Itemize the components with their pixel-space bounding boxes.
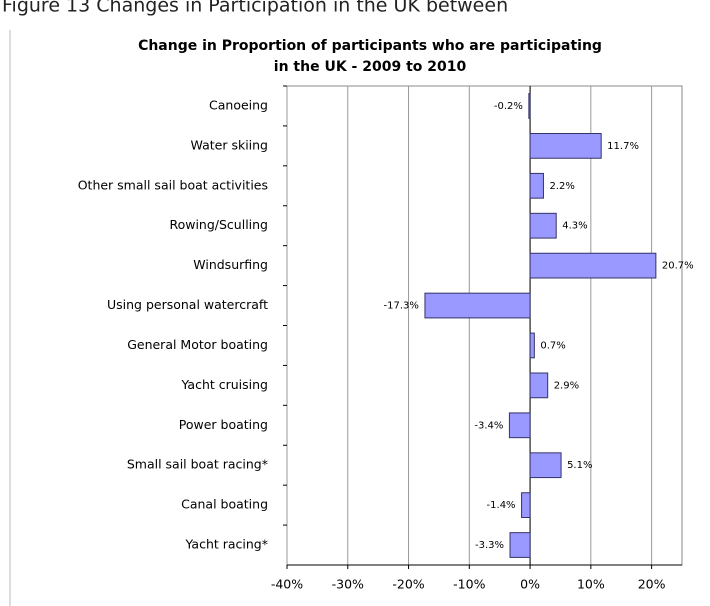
x-tick-label: 10% [577,577,605,592]
value-label: -3.3% [475,540,504,551]
value-label: 20.7% [662,261,694,272]
x-tick-label: -20% [392,577,424,592]
category-label: Windsurfing [193,257,268,272]
bar [509,532,531,558]
category-label: Other small sail boat activities [78,177,268,192]
bar [529,212,557,239]
bar [529,332,535,359]
value-label: 11.7% [607,141,639,152]
category-label: Canoeing [209,97,268,112]
category-label: Water skiing [191,137,268,152]
bar [508,412,531,439]
value-label: 0.7% [540,340,565,351]
bar [529,252,657,279]
x-tick-label: -10% [453,577,485,592]
category-label: Yacht racing* [185,537,269,552]
figure-caption: Figure 13 Changes in Participation in th… [2,0,508,17]
x-tick-label: 20% [638,577,666,592]
chart-title: in the UK - 2009 to 2010 [274,59,467,75]
category-label: Canal boating [181,497,268,512]
value-label: -3.4% [474,420,503,431]
category-label: Using personal watercraft [107,297,268,312]
value-label: -0.2% [494,101,523,112]
bar [528,93,531,119]
bar [529,372,549,399]
x-tick-label: -30% [332,577,364,592]
value-label: 4.3% [562,221,587,232]
bar [424,292,531,319]
value-label: -1.4% [487,500,516,511]
value-label: 2.2% [549,181,574,192]
category-label: Small sail boat racing* [127,457,268,472]
chart-title: Change in Proportion of participants who… [138,38,602,54]
value-label: -17.3% [384,301,419,312]
bar [529,133,602,159]
bar [529,452,562,479]
category-label: Power boating [179,417,268,432]
category-label: Yacht cruising [181,377,269,392]
bar [529,172,544,199]
value-label: 2.9% [554,380,579,391]
category-label: General Motor boating [127,337,268,352]
bar [521,492,531,518]
x-tick-label: -40% [271,577,303,592]
value-label: 5.1% [567,460,592,471]
plot-area [286,85,683,566]
category-label: Rowing/Sculling [169,217,268,232]
x-tick-label: 0% [520,577,540,592]
